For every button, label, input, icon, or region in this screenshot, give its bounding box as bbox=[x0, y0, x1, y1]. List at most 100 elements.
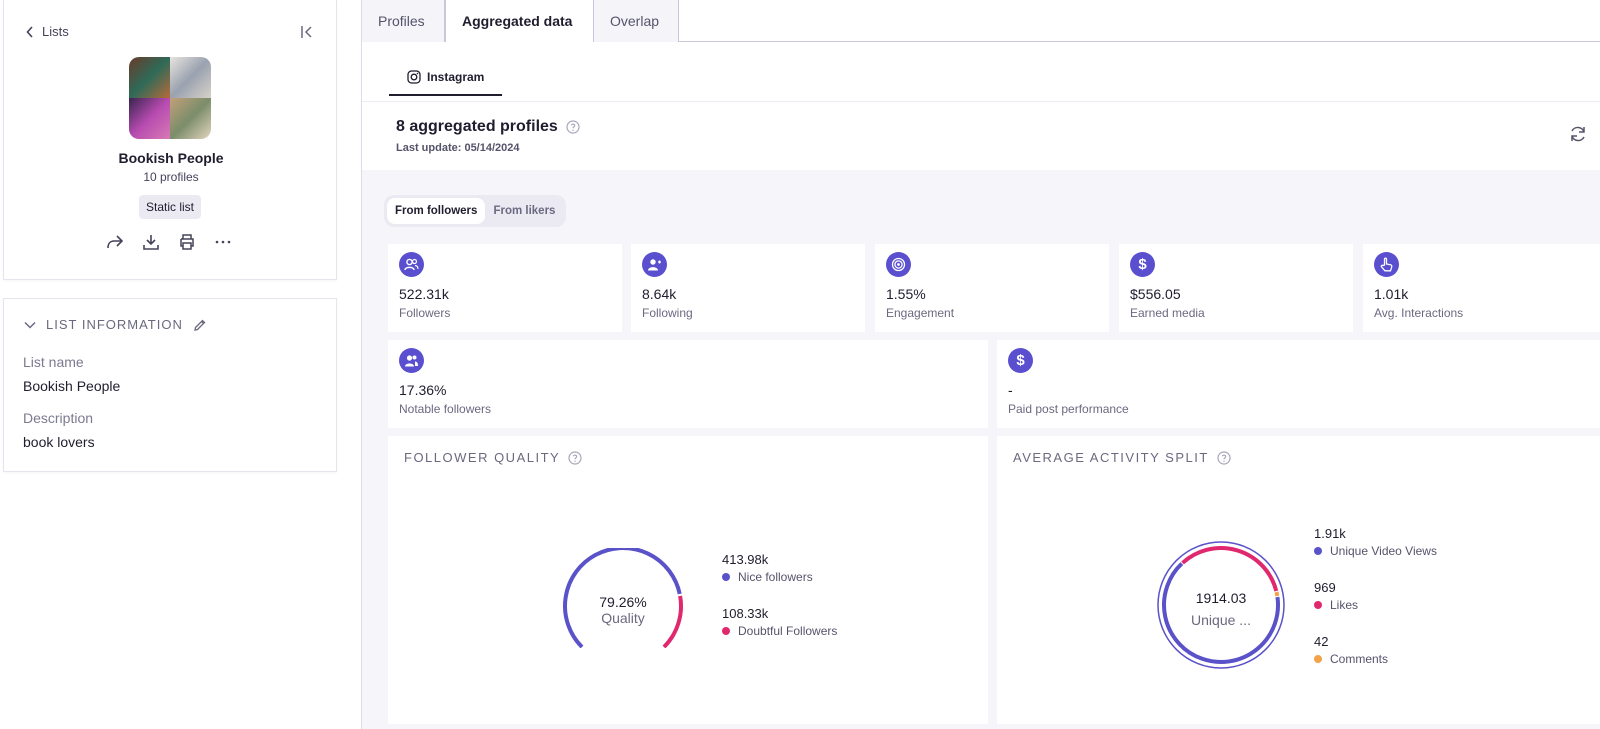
user-follow-icon bbox=[642, 252, 667, 277]
donut-segment-likes bbox=[1181, 546, 1279, 592]
activity-split-title: AVERAGE ACTIVITY SPLIT bbox=[1013, 450, 1209, 465]
unique-video-views-label: Unique Video Views bbox=[1330, 544, 1437, 558]
followers-label: Followers bbox=[399, 306, 451, 320]
list-information-card: LIST INFORMATION List name Bookish Peopl… bbox=[3, 298, 337, 472]
dollar-icon: $ bbox=[1130, 252, 1155, 277]
main-content: Profiles Aggregated data Overlap Instagr… bbox=[362, 0, 1600, 729]
gauge-doubtful-arc bbox=[662, 595, 683, 648]
donut-segment-unique-video-views bbox=[1162, 562, 1280, 664]
donut-segment-comments bbox=[1274, 591, 1280, 597]
stat-earned-media: $ $556.05 Earned media bbox=[1119, 244, 1353, 332]
likes-value: 969 bbox=[1314, 580, 1336, 595]
print-icon[interactable] bbox=[177, 232, 197, 252]
download-icon[interactable] bbox=[141, 232, 161, 252]
tab-instagram[interactable]: Instagram bbox=[389, 70, 503, 96]
likes-label: Likes bbox=[1330, 598, 1359, 612]
chevron-left-icon bbox=[26, 25, 33, 38]
activity-split-title-row: AVERAGE ACTIVITY SPLIT bbox=[1013, 450, 1231, 465]
share-icon[interactable] bbox=[105, 232, 125, 252]
likes-dot bbox=[1314, 601, 1322, 609]
list-name-label: List name bbox=[23, 354, 84, 370]
stat-avg-interactions: 1.01k Avg. Interactions bbox=[1363, 244, 1600, 332]
earned-media-value: $556.05 bbox=[1130, 286, 1181, 302]
refresh-icon[interactable] bbox=[1568, 124, 1588, 144]
following-value: 8.64k bbox=[642, 286, 677, 302]
nice-followers-dot bbox=[722, 573, 730, 581]
description-value: book lovers bbox=[23, 434, 95, 450]
stat-paid-post-performance: $ - Paid post performance bbox=[997, 340, 1600, 428]
source-toggle: From followers From likers bbox=[384, 195, 567, 227]
help-icon[interactable] bbox=[566, 120, 580, 134]
follower-quality-title-row: FOLLOWER QUALITY bbox=[404, 450, 582, 465]
back-label: Lists bbox=[42, 24, 69, 39]
notable-users-icon bbox=[399, 348, 424, 373]
unique-video-views-dot bbox=[1314, 547, 1322, 555]
profile-count: 10 profiles bbox=[143, 170, 199, 184]
hand-pointer-icon bbox=[1374, 252, 1399, 277]
more-options-icon[interactable] bbox=[213, 232, 233, 252]
tab-aggregated-data[interactable]: Aggregated data bbox=[445, 0, 594, 43]
quality-gauge bbox=[563, 548, 683, 648]
engagement-value: 1.55% bbox=[886, 286, 926, 302]
aggregated-title-row: 8 aggregated profiles bbox=[396, 118, 580, 136]
doubtful-followers-label: Doubtful Followers bbox=[738, 624, 838, 638]
last-update: Last update: 05/14/2024 bbox=[396, 142, 520, 154]
list-actions bbox=[105, 232, 233, 252]
tab-overlap[interactable]: Overlap bbox=[594, 0, 679, 42]
legend-unique-video-views: 1.91k Unique Video Views bbox=[1314, 526, 1437, 558]
collapse-sidebar-icon[interactable] bbox=[300, 24, 314, 40]
comments-value: 42 bbox=[1314, 634, 1329, 649]
paid-post-performance-value: - bbox=[1008, 382, 1013, 398]
list-title: Bookish People bbox=[118, 150, 224, 166]
dollar-icon: $ bbox=[1008, 348, 1033, 373]
doubtful-followers-dot bbox=[722, 627, 730, 635]
doubtful-followers-value: 108.33k bbox=[722, 606, 769, 621]
followers-value: 522.31k bbox=[399, 286, 449, 302]
list-name-value: Bookish People bbox=[23, 378, 121, 394]
notable-followers-value: 17.36% bbox=[399, 382, 447, 398]
comments-label: Comments bbox=[1330, 652, 1389, 666]
from-followers-option[interactable]: From followers bbox=[387, 198, 486, 224]
help-icon[interactable] bbox=[1217, 450, 1231, 465]
aggregated-title: 8 aggregated profiles bbox=[396, 118, 558, 135]
following-label: Following bbox=[642, 306, 693, 320]
follower-quality-panel: FOLLOWER QUALITY 79.26% Quality 413.98k … bbox=[388, 436, 988, 724]
aggregated-header: 8 aggregated profiles Last update: 05/14… bbox=[362, 102, 1600, 170]
help-icon[interactable] bbox=[568, 450, 582, 465]
stat-notable-followers: 17.36% Notable followers bbox=[388, 340, 988, 428]
platform-tabs: Instagram bbox=[362, 42, 1600, 102]
list-summary-card: Lists Bookish People 10 profiles Static … bbox=[3, 0, 337, 280]
nice-followers-label: Nice followers bbox=[738, 570, 813, 584]
edit-pencil-icon[interactable] bbox=[193, 318, 207, 332]
quality-center-value: 79.26% bbox=[599, 594, 647, 610]
avg-interactions-value: 1.01k bbox=[1374, 286, 1409, 302]
view-tabs: Profiles Aggregated data Overlap bbox=[362, 0, 1600, 43]
legend-likes: 969 Likes bbox=[1314, 580, 1358, 612]
stat-followers: 522.31k Followers bbox=[388, 244, 622, 332]
activity-center-value: 1914.03 bbox=[1195, 590, 1247, 606]
engagement-label: Engagement bbox=[886, 306, 955, 320]
activity-center-label: Unique ... bbox=[1191, 612, 1251, 628]
users-icon bbox=[399, 252, 424, 277]
list-avatar bbox=[129, 57, 211, 139]
legend-comments: 42 Comments bbox=[1314, 634, 1388, 666]
tab-profiles[interactable]: Profiles bbox=[362, 0, 445, 42]
activity-center: 1914.03 Unique ... bbox=[1171, 590, 1271, 628]
chevron-down-icon bbox=[24, 321, 36, 329]
quality-center-label: Quality bbox=[601, 610, 645, 626]
description-label: Description bbox=[23, 410, 94, 426]
left-sidebar: Lists Bookish People 10 profiles Static … bbox=[0, 0, 362, 729]
paid-post-performance-label: Paid post performance bbox=[1008, 402, 1129, 416]
list-information-heading: LIST INFORMATION bbox=[46, 317, 183, 332]
unique-video-views-value: 1.91k bbox=[1314, 526, 1346, 541]
back-to-lists-link[interactable]: Lists bbox=[26, 24, 69, 39]
from-likers-option[interactable]: From likers bbox=[493, 205, 556, 217]
activity-donut bbox=[1157, 541, 1285, 669]
list-information-toggle[interactable]: LIST INFORMATION bbox=[24, 317, 207, 332]
list-type-badge: Static list bbox=[139, 195, 202, 219]
avg-interactions-label: Avg. Interactions bbox=[1374, 306, 1464, 320]
follower-quality-title: FOLLOWER QUALITY bbox=[404, 450, 561, 465]
gauge-nice-arc bbox=[563, 548, 682, 648]
nice-followers-value: 413.98k bbox=[722, 552, 769, 567]
stat-engagement: 1.55% Engagement bbox=[875, 244, 1109, 332]
